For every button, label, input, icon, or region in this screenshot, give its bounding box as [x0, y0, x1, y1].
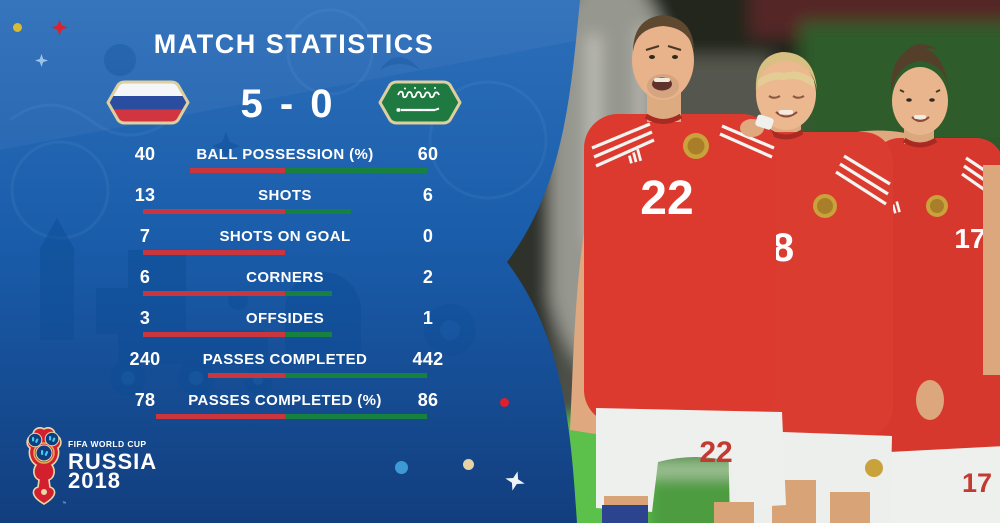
away-value: 2 — [422, 267, 434, 287]
player-right: 17 17 — [872, 44, 1000, 523]
jersey-number-right: 17 — [954, 223, 985, 254]
away-bar — [285, 168, 427, 173]
stat-row: 7 SHOTS ON GOAL 0 — [0, 223, 570, 263]
home-bar — [143, 332, 285, 337]
home-bar — [143, 291, 285, 296]
world-cup-trophy-icon: ™ — [22, 427, 66, 507]
sparkle-star-lightblue-icon — [35, 54, 48, 67]
sparkle-star-white-icon — [505, 471, 525, 491]
match-score: 5 - 0 — [240, 82, 336, 126]
players: 17 17 — [570, 15, 1000, 523]
world-cup-logo: ™ FIFA WORLD CUP RUSSIA 2018 — [22, 427, 202, 512]
players-photo-scene: 17 17 — [500, 0, 1000, 523]
stats-list: 40 BALL POSSESSION (%) 60 13 SHOTS 6 7 SHOTS ON… — [0, 141, 570, 441]
away-value: 60 — [417, 144, 439, 164]
sparkle-dot-cream-icon — [463, 459, 474, 470]
away-value: 442 — [412, 349, 444, 369]
jersey-number-left: 22 — [640, 172, 693, 225]
jersey-number-middle: 8 — [772, 226, 794, 270]
sparkle-star-red-icon — [51, 19, 68, 36]
home-flag-icon — [105, 79, 191, 126]
stat-row: 3 OFFSIDES 1 — [0, 305, 570, 345]
home-bar — [143, 250, 285, 255]
home-bar — [190, 168, 285, 173]
player-left: 22 22 — [570, 15, 786, 523]
stat-bar — [143, 168, 427, 173]
stat-bar — [143, 209, 427, 214]
stat-row: 78 PASSES COMPLETED (%) 86 — [0, 387, 570, 427]
away-bar — [285, 373, 427, 378]
stat-bar — [143, 373, 427, 378]
away-bar — [285, 332, 333, 337]
away-value: 86 — [417, 390, 439, 410]
stat-bar — [143, 332, 427, 337]
stat-bar — [143, 250, 427, 255]
away-value: 6 — [422, 185, 434, 205]
away-value: 1 — [422, 308, 434, 328]
page-title: MATCH STATISTICS — [153, 29, 435, 59]
away-value: 0 — [422, 226, 434, 246]
home-bar — [207, 373, 285, 378]
sparkle-dot-blue-icon — [395, 461, 408, 474]
players-photo: 17 17 — [500, 0, 1000, 523]
stat-row: 13 SHOTS 6 — [0, 182, 570, 222]
sparkle-dot-yellow-icon — [13, 23, 22, 32]
home-bar — [156, 414, 285, 419]
stat-row: 40 BALL POSSESSION (%) 60 — [0, 141, 570, 181]
world-cup-logo-text: FIFA WORLD CUP RUSSIA 2018 — [68, 439, 208, 491]
stat-row: 240 PASSES COMPLETED 442 — [0, 346, 570, 386]
home-bar — [143, 209, 285, 214]
logo-line-fifa-world-cup: FIFA WORLD CUP — [68, 439, 147, 449]
stat-bar — [143, 414, 427, 419]
stat-bar — [143, 291, 427, 296]
shorts-number-left: 22 — [699, 436, 732, 469]
shorts-number-right: 17 — [962, 468, 992, 498]
away-bar — [285, 291, 333, 296]
away-bar — [285, 209, 351, 214]
trademark-symbol: ™ — [62, 501, 66, 507]
sparkle-dot-red-icon — [500, 398, 509, 407]
stat-row: 6 CORNERS 2 — [0, 264, 570, 304]
away-bar — [285, 414, 427, 419]
away-flag-icon — [377, 79, 463, 126]
